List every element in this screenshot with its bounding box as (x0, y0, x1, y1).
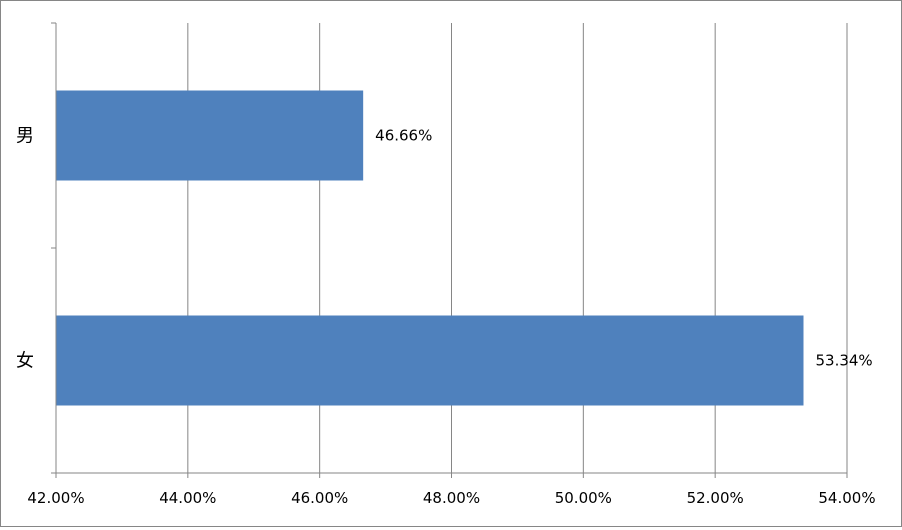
data-label: 46.66% (375, 127, 432, 145)
x-tick-label: 46.00% (291, 489, 348, 507)
bar (56, 90, 364, 181)
bars (56, 90, 804, 406)
x-tick-label: 54.00% (818, 489, 875, 507)
x-tick-label: 44.00% (159, 489, 216, 507)
x-tick-label: 52.00% (687, 489, 744, 507)
x-tick-label: 42.00% (27, 489, 84, 507)
category-label: 女 (16, 351, 34, 372)
x-tick-label: 48.00% (423, 489, 480, 507)
labels: 42.00% 44.00% 46.00% 48.00% 50.00% 52.00% 54.0… (16, 126, 876, 508)
bar (56, 315, 804, 406)
x-tick-label: 50.00% (555, 489, 612, 507)
category-label: 男 (16, 126, 34, 147)
axes (51, 22, 848, 478)
data-label: 53.34% (815, 352, 872, 370)
